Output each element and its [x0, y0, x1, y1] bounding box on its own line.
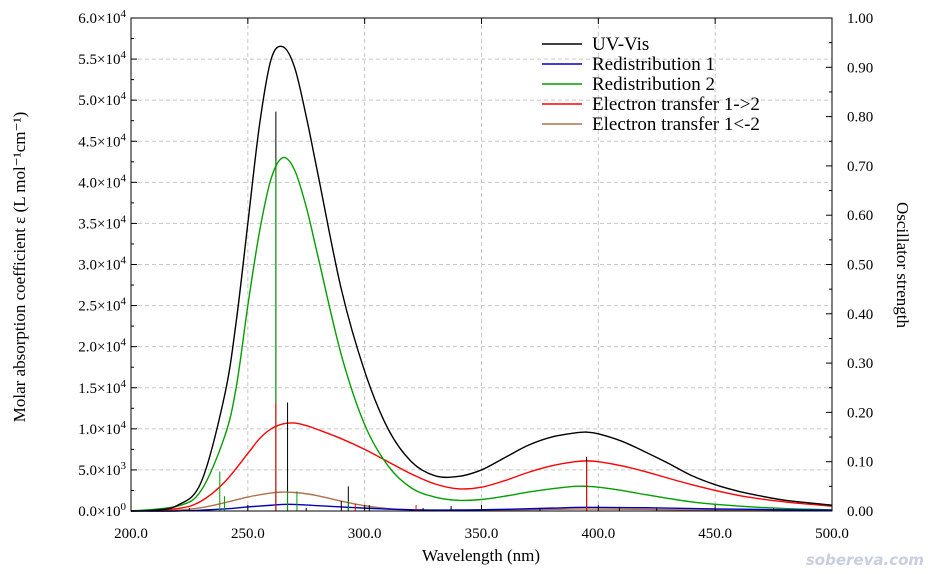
y-left-tick-label: 2.5×104 — [78, 296, 126, 315]
y-left-tick-label: 5.5×104 — [78, 49, 126, 68]
x-tick-label: 450.0 — [698, 526, 732, 542]
y-left-tick-label: 2.0×104 — [78, 337, 126, 356]
oscillator-sticks — [219, 111, 620, 511]
watermark: sobereva.com — [806, 551, 924, 569]
x-tick-label: 200.0 — [114, 526, 148, 542]
y-left-tick-label: 1.5×104 — [78, 378, 126, 397]
right-axis-tick-labels: 0.00 0.10 0.20 0.30 0.40 0.50 0.60 0.70 0.80 0.90… — [847, 11, 873, 520]
x-tick-label: 500.0 — [815, 526, 849, 542]
y-right-tick-label: 1.00 — [847, 11, 873, 27]
axis-ticks — [130, 17, 833, 512]
x-axis-title: Wavelength (nm) — [422, 546, 540, 565]
y-right-tick-label: 0.10 — [847, 455, 873, 471]
left-axis-tick-labels: 0.0×100 5.0×103 1.0×104 1.5×104 2.0×104 2.5×1… — [78, 8, 126, 520]
legend-label: Electron transfer 1<-2 — [592, 114, 760, 135]
left-axis-title: Molar absorption coefficient ε (L mol⁻¹c… — [10, 112, 29, 423]
x-tick-label: 350.0 — [465, 526, 499, 542]
series-line — [130, 156, 833, 512]
y-right-tick-label: 0.60 — [847, 208, 873, 224]
series-line — [130, 45, 833, 512]
series-line — [130, 503, 833, 512]
y-left-tick-label: 6.0×104 — [78, 8, 126, 27]
y-right-tick-label: 0.30 — [847, 356, 873, 372]
y-right-tick-label: 0.70 — [847, 159, 873, 175]
y-right-tick-label: 0.20 — [847, 405, 873, 421]
y-left-tick-label: 5.0×103 — [78, 460, 126, 479]
x-axis-tick-labels: 200.0 250.0 300.0 350.0 400.0 450.0 500.0 — [114, 526, 849, 542]
y-left-tick-label: 5.0×104 — [78, 90, 126, 109]
legend-label: UV-Vis — [592, 34, 649, 55]
y-left-tick-label: 4.0×104 — [78, 172, 126, 191]
y-right-tick-label: 0.50 — [847, 258, 873, 274]
legend-label: Electron transfer 1->2 — [592, 94, 760, 115]
legend-label: Redistribution 2 — [592, 74, 715, 95]
y-left-tick-label: 1.0×104 — [78, 419, 126, 438]
y-left-tick-label: 3.5×104 — [78, 213, 126, 232]
grid-lines — [131, 18, 832, 511]
legend-label: Redistribution 1 — [592, 54, 715, 75]
y-left-tick-label: 4.5×104 — [78, 131, 126, 150]
x-tick-label: 400.0 — [581, 526, 615, 542]
right-axis-title: Oscillator strength — [893, 202, 912, 329]
y-right-tick-label: 0.00 — [847, 504, 873, 520]
x-tick-label: 300.0 — [348, 526, 382, 542]
series-line — [130, 422, 833, 512]
x-tick-label: 250.0 — [231, 526, 265, 542]
y-left-tick-label: 0.0×100 — [78, 501, 126, 520]
y-right-tick-label: 0.40 — [847, 307, 873, 323]
y-right-tick-label: 0.90 — [847, 60, 873, 76]
y-left-tick-label: 3.0×104 — [78, 255, 126, 274]
y-right-tick-label: 0.80 — [847, 110, 873, 126]
